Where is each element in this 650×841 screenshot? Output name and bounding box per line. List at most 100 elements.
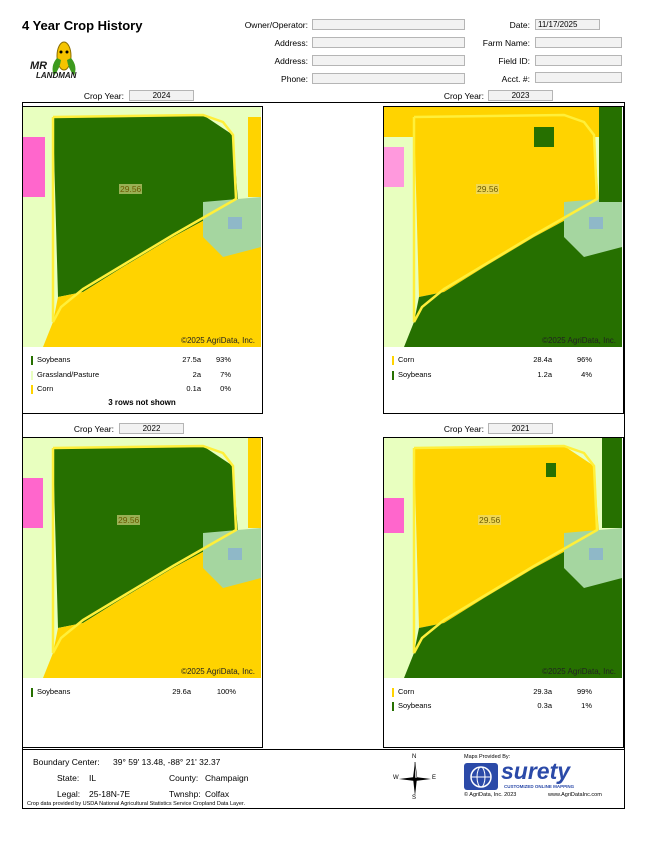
- boundary-label: Boundary Center:: [33, 757, 100, 767]
- surety-tagline: CUSTOMIZED ONLINE MAPPING: [504, 784, 575, 789]
- map-2022: 29.56 ©2025 AgriData, Inc.: [23, 438, 261, 678]
- date-label: Date:: [509, 20, 530, 30]
- county-label: County:: [169, 773, 199, 783]
- crop-year-2021: 2021: [488, 423, 553, 434]
- legend-crop: Grassland/Pasture: [37, 370, 100, 379]
- address2-label: Address:: [274, 56, 308, 66]
- legal-label: Legal:: [57, 789, 81, 799]
- compass-w: W: [393, 775, 399, 781]
- agridata-url[interactable]: www.AgriDataInc.com: [548, 792, 602, 798]
- legend-row-2024-soybeans: Soybeans 27.5a 93%: [31, 355, 251, 366]
- field-acres-label-2021: 29.56: [478, 515, 502, 525]
- field-id-label: Field ID:: [498, 56, 530, 66]
- crop-map-2024: [23, 107, 261, 347]
- legend-swatch: [392, 356, 394, 365]
- page-title: 4 Year Crop History: [22, 18, 143, 33]
- legend-crop: Corn: [398, 355, 415, 364]
- compass-rose-icon: [399, 761, 431, 796]
- map-2021: 29.56 ©2025 AgriData, Inc.: [384, 438, 622, 678]
- legend-swatch: [392, 702, 394, 711]
- crop-map-2021: [384, 438, 622, 678]
- farm-name-label: Farm Name:: [482, 38, 530, 48]
- panel-2023: 29.56 ©2025 AgriData, Inc. Corn 28.4a 96…: [383, 106, 624, 414]
- field-id-field[interactable]: [535, 55, 622, 66]
- legend-row-2023-soybeans: Soybeans 1.2a 4%: [392, 370, 612, 381]
- field-acres-label-2023: 29.56: [476, 184, 500, 194]
- legend-acres: 1.2a: [537, 370, 552, 379]
- map-2023: 29.56 ©2025 AgriData, Inc.: [384, 107, 622, 347]
- maps-provided-label: Maps Provided By:: [464, 754, 511, 760]
- legend-swatch: [392, 688, 394, 697]
- legend-row-2021-corn: Corn 29.3a 99%: [392, 687, 612, 698]
- copyright-2021: ©2025 AgriData, Inc.: [542, 667, 616, 676]
- legend-crop: Soybeans: [37, 355, 71, 364]
- legend-swatch: [31, 356, 33, 365]
- legend-acres: 2a: [192, 370, 201, 379]
- legend-crop: Soybeans: [398, 701, 432, 710]
- legend-pct: 0%: [220, 384, 231, 393]
- crop-year-label-2022: Crop Year:: [73, 424, 114, 434]
- legend-swatch: [31, 371, 33, 380]
- legend-swatch: [31, 688, 33, 697]
- legend-crop: Soybeans: [37, 687, 71, 696]
- legend-acres: 0.3a: [537, 701, 552, 710]
- panel-2021: 29.56 ©2025 AgriData, Inc. Corn 29.3a 99…: [383, 437, 624, 748]
- acct-field[interactable]: [535, 72, 622, 83]
- date-field[interactable]: 11/17/2025: [535, 19, 600, 30]
- twnshp-label: Twnshp:: [169, 789, 201, 799]
- legend-pct: 93%: [215, 355, 231, 364]
- logo-text-landman: LANDMAN: [36, 71, 77, 80]
- copyright-2022: ©2025 AgriData, Inc.: [181, 667, 255, 676]
- panel-2022: 29.56 ©2025 AgriData, Inc. Soybeans 29.6…: [22, 437, 263, 748]
- legend-row-2023-corn: Corn 28.4a 96%: [392, 355, 612, 366]
- boundary-value: 39° 59' 13.48, -88° 21' 32.37: [113, 757, 221, 767]
- logo-text-mr: MR: [30, 60, 48, 72]
- address1-field[interactable]: [312, 37, 465, 48]
- field-acres-label-2022: 29.56: [117, 515, 141, 525]
- rows-not-shown-note: 3 rows not shown: [108, 398, 176, 407]
- address1-label: Address:: [274, 38, 308, 48]
- map-2024: 29.56 ©2025 AgriData, Inc.: [23, 107, 261, 347]
- legend-acres: 29.3a: [533, 687, 552, 696]
- compass-rose: N S E W: [393, 754, 437, 802]
- crop-year-label-2021: Crop Year:: [443, 424, 484, 434]
- state-value: IL: [89, 773, 97, 783]
- mr-landman-logo: MR LANDMAN: [30, 36, 86, 86]
- legend-crop: Soybeans: [398, 370, 432, 379]
- panel-2024: 29.56 ©2025 AgriData, Inc. Soybeans 27.5…: [22, 106, 263, 414]
- owner-field[interactable]: [312, 19, 465, 30]
- compass-s: S: [412, 795, 417, 801]
- copyright-2023: ©2025 AgriData, Inc.: [542, 336, 616, 345]
- crop-year-2023: 2023: [488, 90, 553, 101]
- legal-value: 25-18N-7E: [89, 789, 131, 799]
- legend-pct: 96%: [576, 355, 592, 364]
- copyright-2024: ©2025 AgriData, Inc.: [181, 336, 255, 345]
- crop-year-label-2024: Crop Year:: [83, 91, 124, 101]
- farm-name-field[interactable]: [535, 37, 622, 48]
- legend-row-2022-soybeans: Soybeans 29.6a 100%: [31, 687, 251, 698]
- footer-panel: Boundary Center: 39° 59' 13.48, -88° 21'…: [22, 749, 625, 809]
- legend-row-2021-soybeans: Soybeans 0.3a 1%: [392, 701, 612, 712]
- phone-label: Phone:: [281, 74, 308, 84]
- crop-year-2024: 2024: [129, 90, 194, 101]
- field-acres-label-2024: 29.56: [119, 184, 143, 194]
- legend-crop: Corn: [398, 687, 415, 696]
- crop-year-label-2023: Crop Year:: [443, 91, 484, 101]
- phone-field[interactable]: [312, 73, 465, 84]
- acct-label: Acct. #:: [501, 74, 530, 84]
- compass-e: E: [432, 775, 437, 781]
- twnshp-value: Colfax: [205, 789, 230, 799]
- surety-globe-icon: [464, 763, 498, 790]
- crop-year-2022: 2022: [119, 423, 184, 434]
- legend-crop: Corn: [37, 384, 54, 393]
- legend-row-2024-corn: Corn 0.1a 0%: [31, 384, 251, 395]
- state-label: State:: [57, 773, 80, 783]
- county-value: Champaign: [205, 773, 249, 783]
- legend-pct: 7%: [220, 370, 231, 379]
- legend-pct: 1%: [581, 701, 592, 710]
- legend-pct: 4%: [581, 370, 592, 379]
- crop-map-2023: [384, 107, 622, 347]
- legend-pct: 100%: [216, 687, 236, 696]
- legend-acres: 27.5a: [182, 355, 201, 364]
- address2-field[interactable]: [312, 55, 465, 66]
